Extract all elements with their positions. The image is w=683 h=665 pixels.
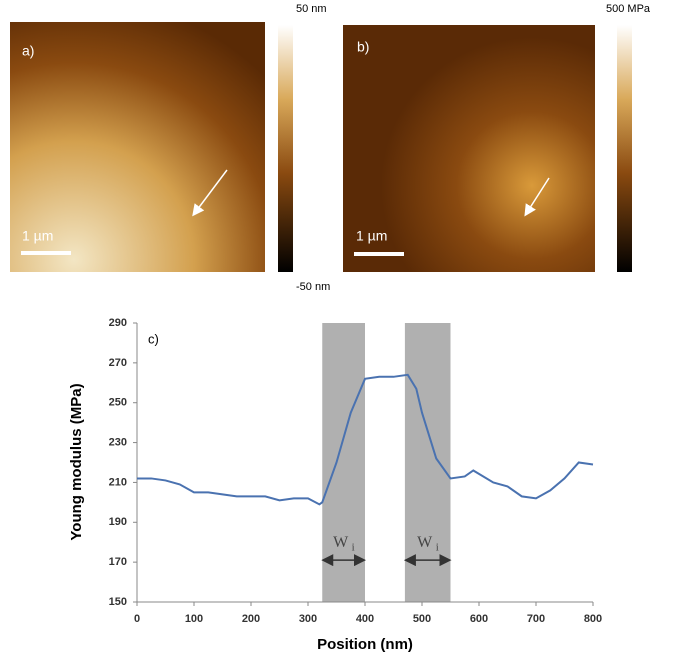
x-tick-label: 0 bbox=[134, 613, 140, 625]
x-axis-label: Position (nm) bbox=[317, 636, 413, 653]
afm-modulus-image bbox=[343, 25, 595, 272]
panel-label: b) bbox=[357, 39, 369, 55]
x-tick-label: 300 bbox=[299, 613, 317, 625]
x-tick-label: 200 bbox=[242, 613, 260, 625]
y-tick-label: 170 bbox=[109, 556, 127, 568]
y-tick-label: 270 bbox=[109, 357, 127, 369]
panel-label: c) bbox=[148, 331, 159, 346]
colorbar bbox=[617, 25, 632, 272]
y-tick-label: 210 bbox=[109, 476, 127, 488]
colorbar-label: -50 nm bbox=[296, 281, 330, 293]
arrow bbox=[524, 177, 550, 217]
colorbar-label: 500 MPa bbox=[606, 3, 651, 15]
y-tick-label: 150 bbox=[109, 596, 127, 608]
y-tick-label: 290 bbox=[109, 317, 127, 329]
x-tick-label: 800 bbox=[584, 613, 602, 625]
annotation: W bbox=[333, 534, 349, 551]
x-tick-label: 600 bbox=[470, 613, 488, 625]
x-tick-label: 400 bbox=[356, 613, 374, 625]
x-tick-label: 100 bbox=[185, 613, 203, 625]
annotation: W bbox=[417, 534, 433, 551]
panel-label: a) bbox=[22, 43, 34, 59]
annotation-subscript: i bbox=[436, 542, 439, 554]
x-tick-label: 700 bbox=[527, 613, 545, 625]
y-tick-label: 250 bbox=[109, 397, 127, 409]
scale-label: 1 µm bbox=[22, 228, 53, 244]
scale-label: 1 µm bbox=[356, 228, 387, 244]
y-tick-label: 190 bbox=[109, 516, 127, 528]
colorbar bbox=[278, 25, 293, 272]
y-axis-label: Young modulus (MPa) bbox=[68, 383, 85, 540]
colorbar-label: 50 nm bbox=[296, 3, 327, 15]
annotation-subscript: i bbox=[352, 542, 355, 554]
data-line bbox=[137, 373, 594, 506]
y-tick-label: 230 bbox=[109, 436, 127, 448]
x-tick-label: 500 bbox=[413, 613, 431, 625]
afm-height-image bbox=[10, 22, 265, 272]
arrow bbox=[192, 169, 228, 217]
